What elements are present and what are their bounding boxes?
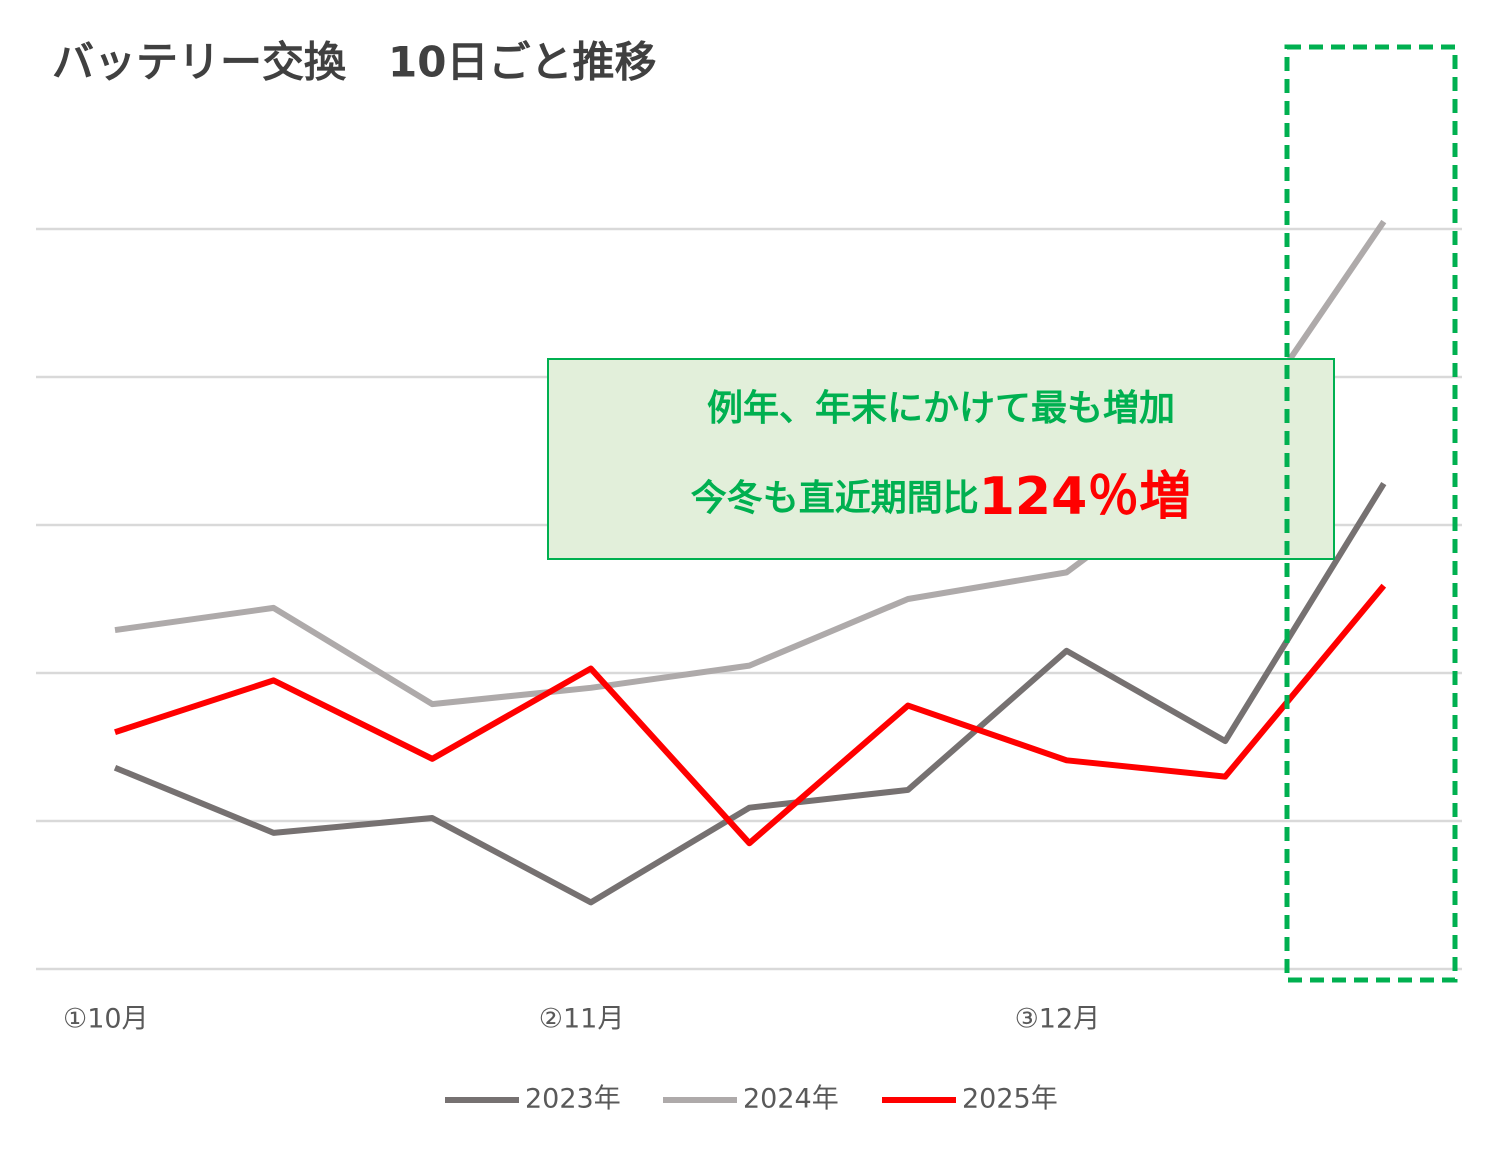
x-tick-label: ①10月 [63, 1004, 149, 1035]
legend-label: 2024年 [743, 1084, 839, 1115]
chart-title: バッテリー交換 10日ごと推移 [52, 38, 656, 87]
series-line [114, 583, 1387, 847]
annotation-text: 今冬も直近期間比 [691, 478, 979, 519]
annotation-box [547, 358, 1335, 560]
legend-label: 2025年 [962, 1084, 1058, 1115]
x-tick-label: ③12月 [1015, 1004, 1101, 1035]
legend-label: 2023年 [525, 1084, 621, 1115]
annotation-text: 例年、年末にかけて最も増加 [707, 388, 1175, 429]
x-tick-label: ②11月 [539, 1004, 625, 1035]
annotation-text: 今冬も直近期間比124％増 [691, 467, 1192, 527]
annotation-highlight: 124％増 [979, 467, 1192, 527]
series-line [113, 481, 1387, 906]
